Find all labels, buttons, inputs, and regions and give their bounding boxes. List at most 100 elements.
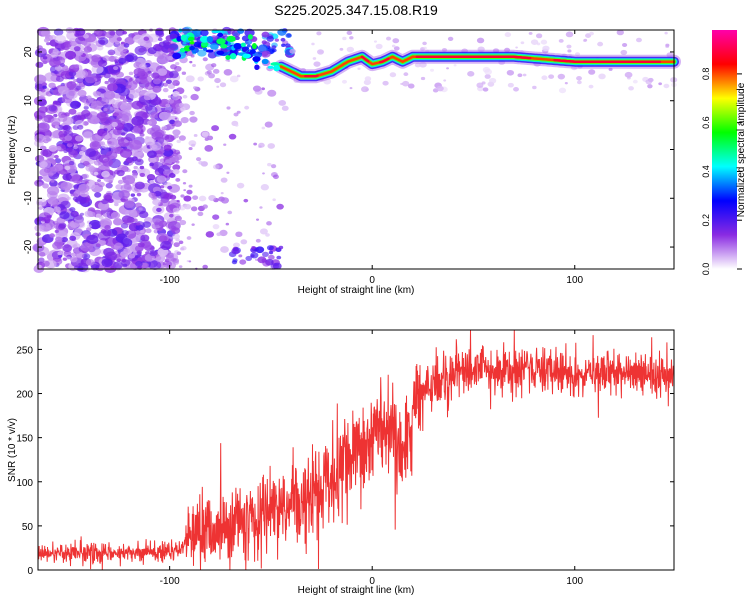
spectrogram-cell (208, 194, 217, 201)
spectrogram-cell (349, 87, 353, 90)
ridge-fragment (176, 36, 183, 42)
spectrogram-cell (156, 54, 170, 65)
spectrogram-cell (598, 73, 606, 80)
spectrogram-xlabel: Height of straight line (km) (298, 285, 415, 296)
spectrogram-cell (103, 90, 116, 100)
ridge-peak (553, 58, 662, 63)
spectrogram-cell (123, 43, 130, 48)
spectrogram-cell (63, 149, 68, 153)
spectrogram-cell (123, 248, 131, 254)
spectrogram-cell (134, 181, 145, 190)
spectrogram-cell (208, 73, 215, 79)
spectrogram-cell (260, 184, 269, 191)
spectrogram-cell (281, 105, 289, 111)
spectrogram-cell (167, 98, 175, 104)
spectrogram-cell (513, 87, 519, 92)
spectrogram-cell (90, 116, 100, 125)
spectrogram-cell (34, 74, 47, 84)
ridge-fragment (252, 56, 261, 62)
spectrogram-cell (77, 124, 84, 130)
spectrogram-cell (136, 192, 142, 197)
spectrogram-cell (83, 34, 89, 39)
spectrogram-cell (266, 36, 274, 42)
spectrogram-cell (119, 148, 133, 158)
spectrogram-cell (589, 31, 594, 36)
spectrogram-cell (97, 96, 103, 101)
spectrogram-cell (163, 193, 172, 200)
spectrogram-cell (158, 111, 171, 121)
x-tick-label: -100 (160, 576, 180, 587)
spectrogram-cell (69, 235, 77, 241)
spectrogram-cell (65, 50, 77, 60)
spectrogram-cell (43, 38, 50, 43)
ridge-fragment (249, 49, 256, 54)
spectrogram-cell (159, 198, 170, 207)
spectrogram-cell (171, 94, 180, 101)
spectrogram-cell (261, 40, 267, 45)
spectrogram-cell (38, 106, 48, 114)
spectrogram-cell (266, 221, 272, 226)
spectrogram-cell (342, 36, 347, 41)
spectrogram-cell (243, 198, 249, 203)
spectrogram-cell (99, 141, 106, 146)
spectrogram-cell (191, 223, 195, 226)
ridge-fragment (254, 64, 260, 71)
spectrogram-cell (128, 92, 137, 99)
spectrogram-cell (35, 198, 47, 207)
spectrogram-cell (313, 61, 321, 67)
spectrogram-cell (42, 149, 53, 157)
spectrogram-cell (165, 79, 172, 85)
spectrogram-cell (133, 123, 146, 134)
spectrogram-cell (316, 31, 322, 36)
spectrogram-cell (38, 212, 52, 222)
spectrogram-cell (223, 143, 227, 146)
spectrogram-cell (87, 224, 92, 228)
spectrogram-cell (125, 80, 138, 90)
spectrogram-cell (212, 224, 220, 230)
spectrogram-cell (178, 135, 186, 141)
spectrogram-cell (172, 233, 180, 240)
spectrogram-cell (136, 167, 146, 174)
spectrogram-cell (180, 247, 185, 251)
spectrogram-cell (123, 217, 135, 226)
spectrogram-cell (122, 174, 136, 185)
spectrogram-cell (147, 70, 152, 74)
spectrogram-cell (361, 86, 369, 93)
spectrogram-cell (129, 139, 143, 150)
spectrogram-cell (264, 121, 273, 128)
spectrogram-cell (476, 37, 485, 44)
spectrogram-cell (364, 76, 372, 82)
spectrogram-cell (272, 174, 279, 180)
spectrogram-cell (38, 222, 51, 233)
spectrogram-cell (55, 236, 63, 243)
spectrogram-cell (227, 210, 233, 215)
spectrogram-cell (202, 264, 208, 269)
spectrogram-cell (88, 219, 102, 230)
spectrogram-cell (165, 103, 171, 108)
spectrogram-cell (109, 31, 116, 36)
spectrogram-cell (42, 135, 52, 143)
spectrogram-cell (192, 64, 196, 68)
spectrogram-cell (42, 85, 47, 89)
spectrogram-cell (143, 36, 150, 41)
spectrogram-cell (111, 121, 118, 127)
spectrogram-cell (41, 260, 50, 267)
spectrogram-cell (39, 251, 46, 257)
spectrogram-cell (131, 156, 138, 162)
spectrogram-cell (163, 169, 172, 176)
spectrogram-cell (118, 189, 130, 199)
spectrogram-cell (66, 196, 71, 200)
spectrogram-cell (212, 164, 220, 170)
spectrogram-cell (261, 31, 270, 38)
spectrogram-cell (113, 242, 124, 250)
spectrogram-cell (446, 67, 449, 70)
y-tick-label: 100 (16, 478, 33, 489)
spectrogram-cell (278, 100, 287, 106)
spectrogram-cell (231, 247, 240, 255)
spectrogram-cell (144, 104, 153, 111)
spectrogram-cell (262, 251, 269, 257)
spectrogram-cell (191, 143, 196, 147)
spectrogram-cell (346, 30, 353, 36)
spectrogram-cell (85, 164, 95, 172)
spectrogram-cell (645, 79, 653, 85)
